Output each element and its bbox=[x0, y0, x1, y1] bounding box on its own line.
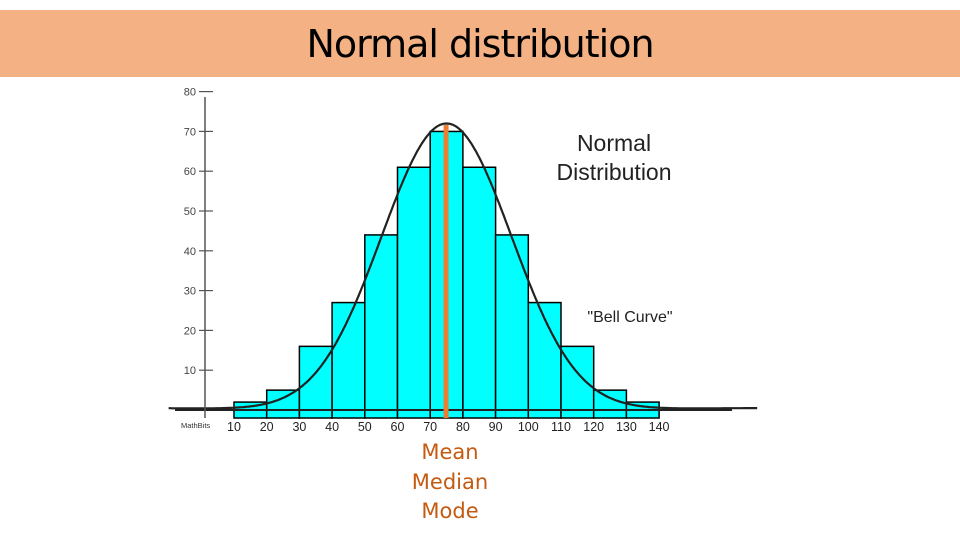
y-tick-label-10: 10 bbox=[184, 365, 196, 377]
slide-title: Normal distribution bbox=[306, 21, 654, 66]
mean-label: Mean bbox=[421, 440, 479, 464]
bell-curve-annotation: "Bell Curve" bbox=[587, 309, 672, 326]
y-tick-label-50: 50 bbox=[184, 206, 196, 218]
histogram-bar-5 bbox=[364, 234, 399, 419]
x-tick-label-130: 130 bbox=[616, 420, 637, 434]
x-tick-label-40: 40 bbox=[325, 420, 339, 434]
mean-median-mode-label: Mean Median Mode bbox=[390, 438, 510, 527]
x-tick-label-100: 100 bbox=[518, 420, 539, 434]
x-tick-label-80: 80 bbox=[456, 420, 470, 434]
x-tick-label-20: 20 bbox=[260, 420, 274, 434]
x-tick-label-10: 10 bbox=[227, 420, 241, 434]
x-tick-label-30: 30 bbox=[292, 420, 306, 434]
y-tick-label-70: 70 bbox=[184, 126, 196, 138]
x-tick-label-90: 90 bbox=[489, 420, 503, 434]
y-tick-label-20: 20 bbox=[184, 325, 196, 337]
bell-curve-line bbox=[168, 122, 758, 410]
y-tick-label-60: 60 bbox=[184, 166, 196, 178]
mean-median-mode-line bbox=[443, 125, 449, 418]
x-tick-label-140: 140 bbox=[649, 420, 670, 434]
title-bar: Normal distribution bbox=[0, 10, 960, 77]
mode-label: Mode bbox=[421, 499, 479, 523]
mathbits-watermark: MathBits bbox=[181, 421, 210, 430]
x-tick-label-50: 50 bbox=[358, 420, 372, 434]
chart-title-line-1: Normal bbox=[577, 130, 651, 156]
histogram-bar-10 bbox=[527, 301, 562, 419]
histogram-bar-9 bbox=[494, 234, 530, 419]
y-tick-label-80: 80 bbox=[184, 87, 196, 99]
x-tick-label-70: 70 bbox=[423, 420, 437, 434]
y-tick-label-40: 40 bbox=[184, 246, 196, 258]
median-label: Median bbox=[411, 469, 489, 494]
chart-title-line-2: Distribution bbox=[556, 159, 671, 185]
histogram-bar-12 bbox=[592, 389, 628, 419]
histogram-bar-8 bbox=[462, 166, 497, 419]
x-tick-label-120: 120 bbox=[583, 420, 604, 434]
x-tick-label-110: 110 bbox=[551, 420, 571, 434]
x-tick-label-60: 60 bbox=[391, 420, 405, 434]
y-tick-label-30: 30 bbox=[184, 286, 196, 298]
histogram-bar-2 bbox=[265, 389, 301, 419]
histogram-bar-6 bbox=[396, 166, 431, 419]
histogram-bar-4 bbox=[331, 301, 366, 419]
